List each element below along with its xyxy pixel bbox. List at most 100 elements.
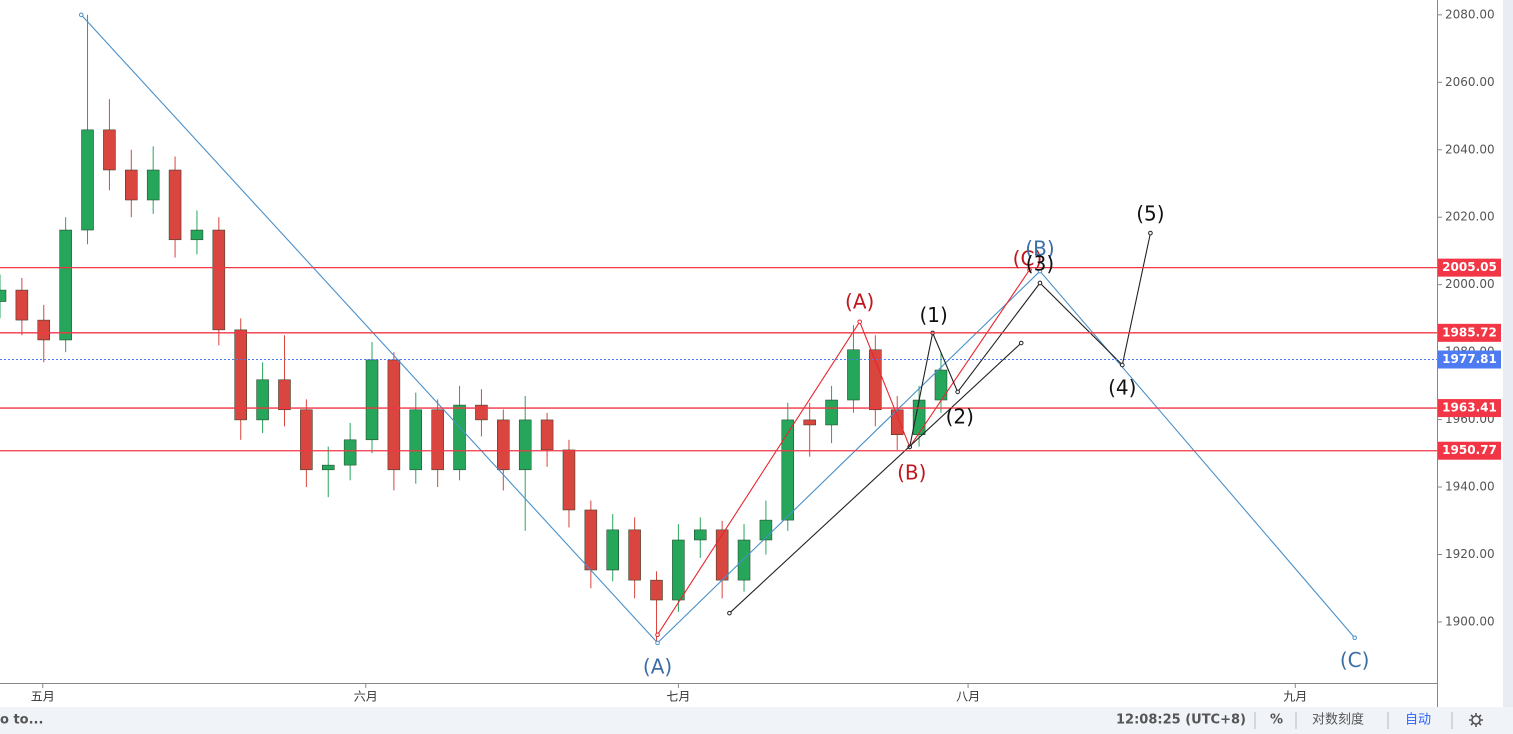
candle-body xyxy=(869,349,882,411)
wave-label: (A) xyxy=(643,655,672,679)
wave-line xyxy=(80,14,1356,644)
wave-label: (B) xyxy=(897,460,926,484)
price-tag xyxy=(1438,441,1501,460)
wave-point xyxy=(1037,268,1043,274)
candle-body xyxy=(300,409,313,471)
auto-toggle[interactable]: 自动 xyxy=(1405,713,1431,728)
x-tick-label: 六月 xyxy=(354,690,378,704)
candle-body xyxy=(321,464,335,471)
candle-body xyxy=(146,169,160,201)
candle-body xyxy=(475,404,488,421)
wave-point xyxy=(1119,362,1125,368)
y-tick-label: 2080.00 xyxy=(1445,7,1495,21)
candle-body xyxy=(190,229,204,241)
candle-body xyxy=(694,529,707,541)
price-tag-label: 2005.05 xyxy=(1442,260,1497,274)
log-toggle[interactable]: 对数刻度 xyxy=(1312,712,1364,728)
y-tick-label: 2040.00 xyxy=(1445,142,1495,156)
wave-label: (A) xyxy=(845,289,874,313)
wave-point xyxy=(857,319,862,325)
y-tick-label: 2060.00 xyxy=(1445,75,1495,89)
clock: 12:08:25 (UTC+8) xyxy=(1116,713,1246,728)
wave-label: (3) xyxy=(1026,251,1054,275)
candle-body xyxy=(234,329,247,421)
candle-body xyxy=(387,359,401,471)
wave-line xyxy=(657,269,1031,636)
y-tick-label: 2020.00 xyxy=(1445,210,1495,224)
wave-label: (1) xyxy=(920,303,948,327)
candle-body xyxy=(212,229,226,331)
candle-body xyxy=(715,529,729,581)
wave-point xyxy=(78,12,84,18)
wave-label: (2) xyxy=(946,405,974,429)
candle-body xyxy=(15,289,29,321)
wave-point xyxy=(655,632,660,638)
candle-body xyxy=(453,404,466,471)
price-tag xyxy=(1438,399,1501,418)
candle-body xyxy=(737,539,751,581)
candle-body xyxy=(365,359,379,441)
y-tick-label: 1940.00 xyxy=(1445,480,1495,494)
goto-button[interactable]: o to... xyxy=(0,713,43,728)
percent-toggle[interactable]: % xyxy=(1270,713,1283,728)
x-tick-label: 五月 xyxy=(31,690,55,704)
candle-body xyxy=(562,449,576,511)
wave-point xyxy=(1148,230,1153,236)
candle-body xyxy=(0,289,7,302)
candle-body xyxy=(825,399,838,426)
x-tick-label: 九月 xyxy=(1283,690,1307,704)
wave-label: (5) xyxy=(1136,201,1164,225)
wave-point xyxy=(727,610,732,616)
price-tag xyxy=(1438,258,1501,277)
wave-label: (C) xyxy=(1340,648,1370,672)
wave-point xyxy=(655,640,660,646)
plot-area xyxy=(0,12,1357,646)
x-tick-label: 八月 xyxy=(956,690,980,704)
price-tag xyxy=(1438,350,1501,369)
y-tick-label: 1920.00 xyxy=(1445,547,1495,561)
candle-body xyxy=(125,169,138,201)
settings-icon[interactable] xyxy=(1469,713,1483,727)
candle-body xyxy=(650,579,663,601)
price-tag xyxy=(1438,323,1501,342)
candle-body xyxy=(584,509,598,571)
candle-body xyxy=(672,539,685,601)
wave-point xyxy=(1352,635,1357,641)
candle-body xyxy=(81,129,94,231)
wave-label: (4) xyxy=(1108,375,1136,399)
wave-line xyxy=(909,232,1151,448)
candle-body xyxy=(497,419,510,471)
candle-body xyxy=(803,419,816,426)
candle-body xyxy=(847,349,860,401)
candle-body xyxy=(540,419,554,451)
candle-body xyxy=(912,399,926,436)
candle-body xyxy=(37,319,51,341)
candle-body xyxy=(409,409,423,471)
candle-body xyxy=(518,419,532,471)
candle-body xyxy=(781,419,795,521)
candle-body xyxy=(168,169,182,241)
candle-body xyxy=(103,129,116,171)
candle-body xyxy=(628,529,641,581)
price-tag-label: 1950.77 xyxy=(1442,443,1497,457)
price-tag-label: 1985.72 xyxy=(1442,325,1497,339)
wave-line xyxy=(729,342,1022,614)
wave-point xyxy=(1037,280,1043,286)
candle-body xyxy=(431,409,444,471)
x-tick-label: 七月 xyxy=(666,690,690,704)
y-tick-label: 1900.00 xyxy=(1445,614,1495,628)
candle-body xyxy=(606,529,619,571)
wave-label: (C) xyxy=(1013,247,1043,271)
candle-body xyxy=(59,229,72,341)
candle-body xyxy=(934,369,948,401)
candle-body xyxy=(343,439,357,466)
wave-point xyxy=(1018,340,1024,346)
status-bar xyxy=(0,707,1513,734)
price-tag-label: 1963.41 xyxy=(1442,401,1497,415)
scrollbar xyxy=(1503,0,1513,707)
y-tick-label: 2000.00 xyxy=(1445,277,1495,291)
candle-body xyxy=(256,379,269,421)
candle-body xyxy=(278,379,291,411)
price-tag-label: 1977.81 xyxy=(1442,352,1497,366)
